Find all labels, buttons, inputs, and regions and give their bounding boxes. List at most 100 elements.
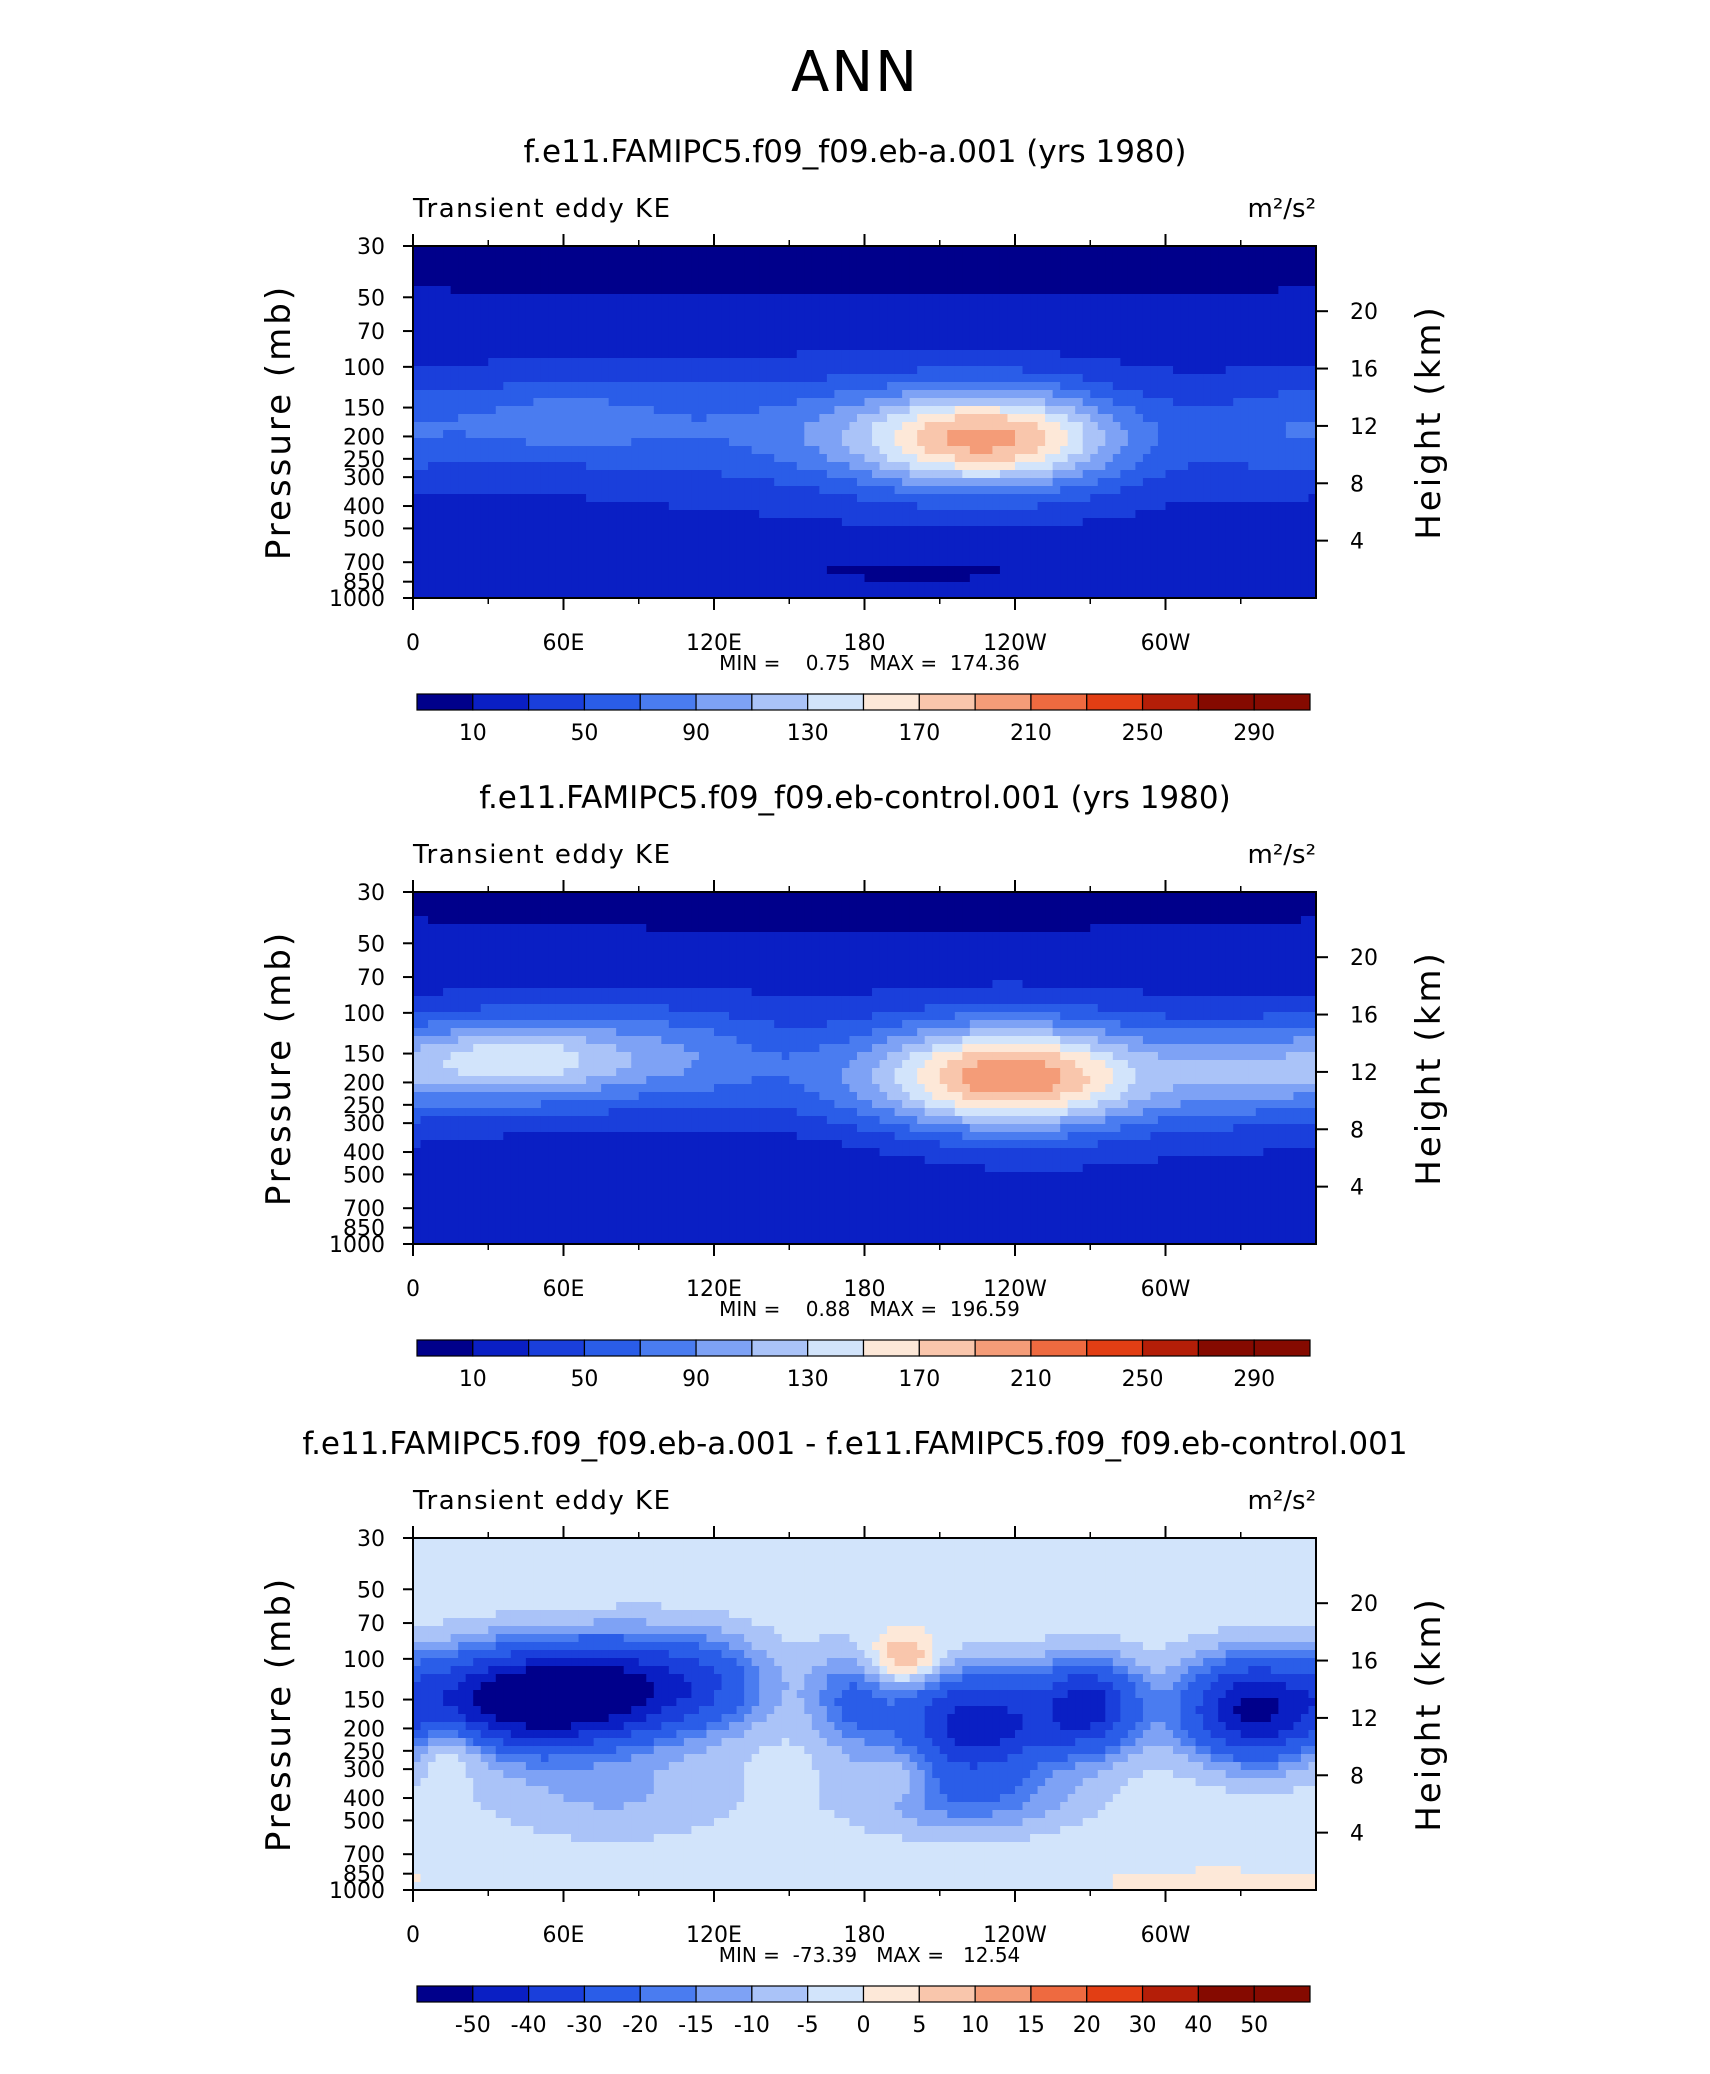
heatmap-cell bbox=[495, 518, 504, 527]
heatmap-cell bbox=[1150, 286, 1159, 295]
heatmap-cell bbox=[1150, 278, 1159, 287]
heatmap-cell bbox=[420, 502, 429, 511]
heatmap-cell bbox=[1180, 478, 1189, 487]
heatmap-cell bbox=[1300, 454, 1310, 463]
heatmap-cell bbox=[856, 526, 866, 535]
heatmap-cell bbox=[962, 382, 971, 391]
heatmap-cell bbox=[1150, 390, 1159, 399]
heatmap-cell bbox=[1082, 374, 1091, 383]
heatmap-cell bbox=[1127, 318, 1137, 327]
heatmap-cell bbox=[1067, 254, 1076, 263]
heatmap-cell bbox=[435, 494, 444, 503]
heatmap-cell bbox=[638, 558, 647, 567]
heatmap-cell bbox=[744, 542, 753, 551]
heatmap-cell bbox=[518, 262, 527, 271]
heatmap-cell bbox=[548, 510, 557, 519]
heatmap-cell bbox=[1097, 422, 1106, 431]
heatmap-cell bbox=[1285, 454, 1295, 463]
heatmap-cell bbox=[819, 438, 828, 447]
heatmap-cell bbox=[593, 574, 602, 583]
heatmap-cell bbox=[1067, 510, 1076, 519]
heatmap-cell bbox=[1030, 518, 1039, 527]
heatmap-cell bbox=[1188, 302, 1197, 311]
heatmap-cell bbox=[744, 526, 753, 535]
heatmap-cell bbox=[804, 534, 813, 543]
heatmap-cell bbox=[1060, 446, 1069, 455]
heatmap-cell bbox=[1127, 406, 1137, 415]
heatmap-cell bbox=[939, 318, 948, 327]
heatmap-cell bbox=[1218, 478, 1227, 487]
heatmap-cell bbox=[510, 350, 519, 359]
heatmap-cell bbox=[947, 478, 956, 487]
heatmap-cell bbox=[796, 286, 805, 295]
heatmap-cell bbox=[706, 518, 715, 527]
heatmap-cell bbox=[872, 542, 881, 551]
heatmap-cell bbox=[1233, 262, 1242, 271]
heatmap-cell bbox=[1105, 342, 1114, 351]
heatmap-cell bbox=[909, 262, 918, 271]
heatmap-cell bbox=[1037, 390, 1046, 399]
heatmap-cell bbox=[1248, 390, 1257, 399]
heatmap-cell bbox=[593, 414, 602, 423]
heatmap-cell bbox=[668, 254, 677, 263]
heatmap-cell bbox=[1203, 454, 1212, 463]
heatmap-cell bbox=[714, 430, 723, 439]
heatmap-cell bbox=[1263, 502, 1272, 511]
heatmap-cell bbox=[1225, 550, 1234, 559]
heatmap-cell bbox=[751, 454, 760, 463]
heatmap-cell bbox=[894, 270, 903, 279]
heatmap-cell bbox=[721, 430, 730, 439]
heatmap-cell bbox=[864, 286, 873, 295]
heatmap-cell bbox=[413, 270, 422, 279]
heatmap-cell bbox=[1300, 294, 1310, 303]
heatmap-cell bbox=[1218, 334, 1227, 343]
heatmap-cell bbox=[571, 446, 580, 455]
heatmap-cell bbox=[751, 446, 760, 455]
heatmap-cell bbox=[623, 262, 632, 271]
heatmap-cell bbox=[616, 558, 625, 567]
heatmap-cell bbox=[1173, 350, 1182, 359]
heatmap-cell bbox=[571, 366, 580, 375]
heatmap-cell bbox=[1105, 374, 1114, 383]
heatmap-cell bbox=[540, 462, 550, 471]
heatmap-cell bbox=[841, 294, 851, 303]
heatmap-cell bbox=[450, 510, 459, 519]
heatmap-cell bbox=[924, 374, 933, 383]
heatmap-cell bbox=[555, 526, 565, 535]
heatmap-cell bbox=[1173, 542, 1182, 551]
heatmap-cell bbox=[1022, 390, 1031, 399]
heatmap-cell bbox=[608, 422, 617, 431]
heatmap-cell bbox=[1135, 318, 1144, 327]
heatmap-cell bbox=[1225, 318, 1234, 327]
heatmap-cell bbox=[691, 550, 700, 559]
heatmap-cell bbox=[465, 526, 474, 535]
heatmap-cell bbox=[1120, 302, 1129, 311]
heatmap-cell bbox=[1173, 478, 1182, 487]
heatmap-cell bbox=[759, 350, 768, 359]
heatmap-cell bbox=[917, 326, 926, 335]
heatmap-cell bbox=[774, 390, 783, 399]
heatmap-cell bbox=[1022, 278, 1031, 287]
heatmap-cell bbox=[435, 550, 444, 559]
heatmap-cell bbox=[954, 510, 963, 519]
heatmap-cell bbox=[1060, 462, 1069, 471]
heatmap-cell bbox=[1270, 382, 1279, 391]
heatmap-cell bbox=[458, 454, 467, 463]
heatmap-cell bbox=[1090, 294, 1099, 303]
heatmap-cell bbox=[623, 278, 632, 287]
heatmap-cell bbox=[540, 502, 550, 511]
heatmap-cell bbox=[443, 446, 452, 455]
heatmap-cell bbox=[586, 534, 595, 543]
heatmap-cell bbox=[480, 302, 489, 311]
heatmap-cell bbox=[420, 486, 429, 495]
heatmap-cell bbox=[420, 526, 429, 535]
heatmap-cell bbox=[1135, 478, 1144, 487]
heatmap-cell bbox=[698, 390, 708, 399]
heatmap-cell bbox=[962, 294, 971, 303]
heatmap-cell bbox=[488, 358, 497, 367]
heatmap-cell bbox=[924, 438, 933, 447]
heatmap-cell bbox=[744, 438, 753, 447]
heatmap-cell bbox=[887, 574, 896, 583]
heatmap-cell bbox=[1165, 278, 1174, 287]
heatmap-cell bbox=[420, 462, 429, 471]
